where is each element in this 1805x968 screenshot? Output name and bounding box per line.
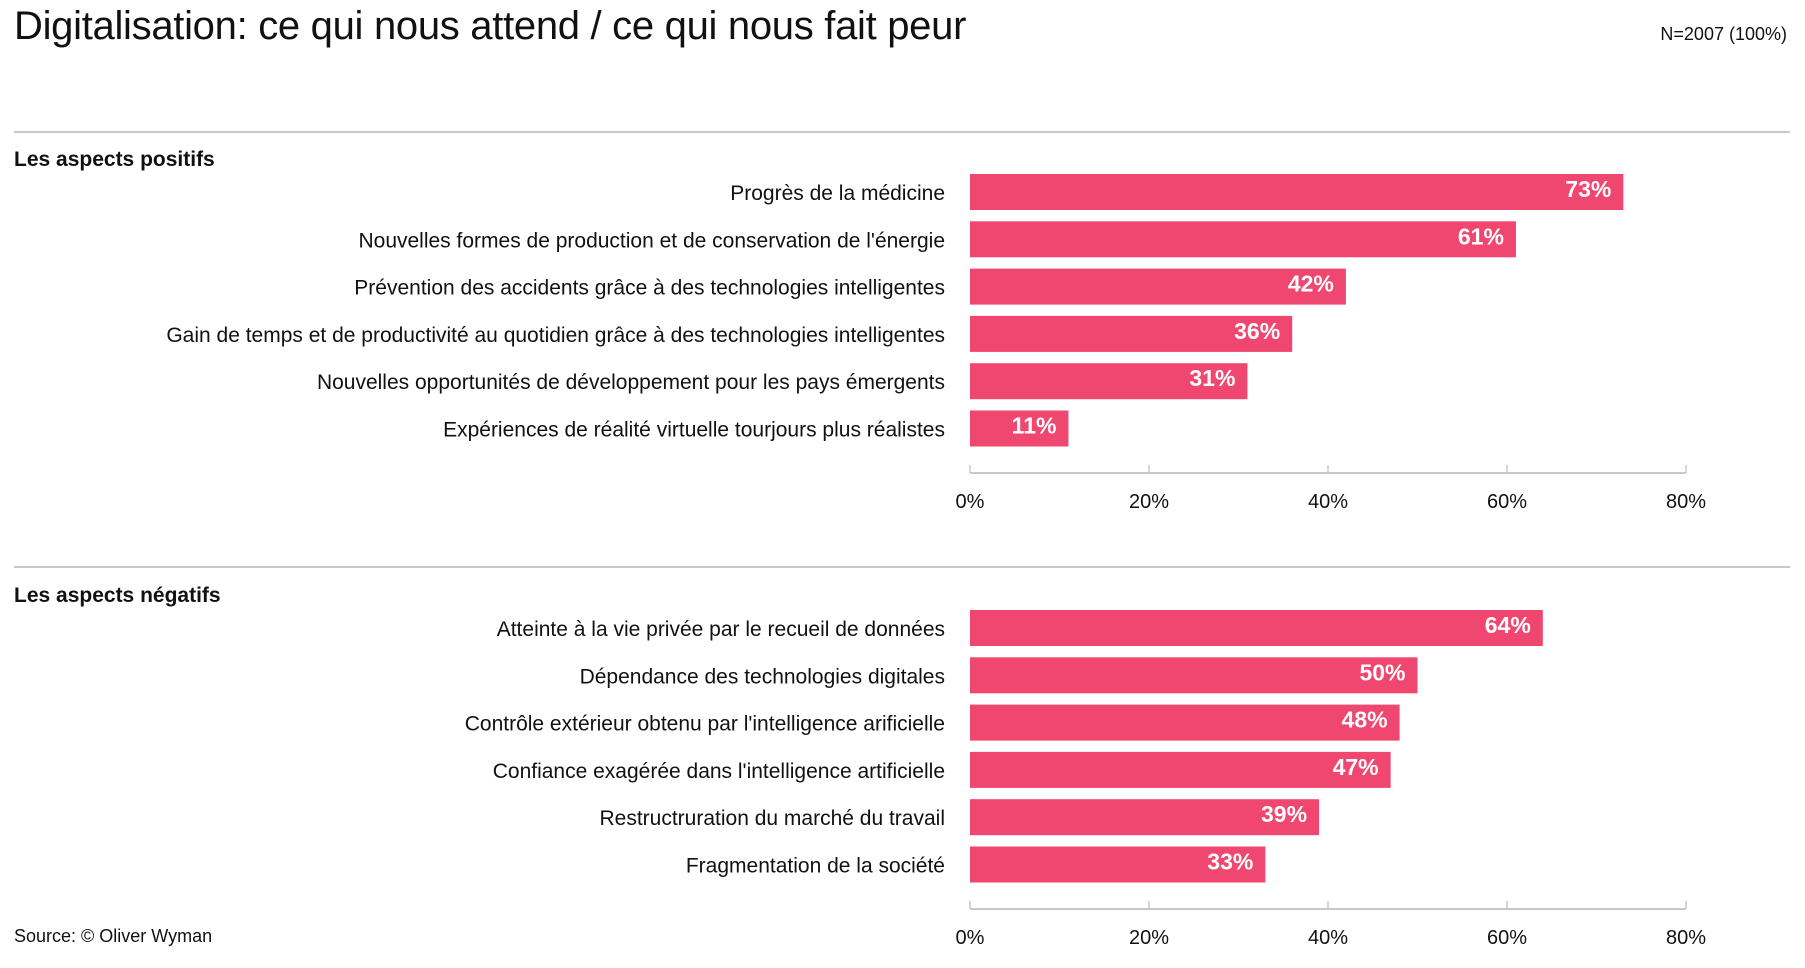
value-label: 11% (1012, 413, 1057, 439)
bar (970, 846, 1266, 883)
category-label: Fragmentation de la société (686, 855, 945, 878)
value-label: 64% (1485, 612, 1531, 638)
bar (970, 363, 1248, 400)
value-label: 48% (1342, 707, 1388, 733)
tick-label: 0% (956, 491, 985, 513)
category-label: Restructruration du marché du travail (600, 807, 946, 830)
sample-size: N=2007 (100%) (1660, 24, 1787, 44)
bar (970, 268, 1346, 305)
value-label: 42% (1288, 271, 1334, 297)
value-label: 47% (1333, 754, 1379, 780)
bar (970, 410, 1069, 447)
divider (14, 131, 1790, 133)
value-label: 33% (1207, 849, 1253, 875)
tick-label: 80% (1666, 491, 1706, 513)
source-note: Source: © Oliver Wyman (14, 926, 213, 946)
bar (970, 799, 1320, 836)
bar (970, 751, 1391, 788)
category-label: Progrès de la médicine (730, 182, 945, 205)
divider (14, 566, 1790, 568)
bar (970, 221, 1516, 258)
tick-label: 80% (1666, 927, 1706, 949)
section-title-positive: Les aspects positifs (14, 148, 215, 171)
value-label: 73% (1565, 176, 1611, 202)
bar (970, 704, 1400, 741)
bar (970, 174, 1624, 210)
category-label: Nouvelles formes de production et de con… (358, 229, 945, 252)
bar (970, 610, 1543, 646)
category-label: Dépendance des technologies digitales (580, 665, 945, 688)
tick-label: 0% (956, 927, 985, 949)
category-label: Prévention des accidents grâce à des tec… (354, 277, 945, 300)
tick-label: 60% (1487, 927, 1527, 949)
chart-title: Digitalisation: ce qui nous attend / ce … (14, 4, 967, 48)
category-label: Contrôle extérieur obtenu par l'intellig… (465, 713, 945, 736)
value-label: 61% (1458, 223, 1504, 249)
tick-label: 20% (1129, 491, 1169, 513)
value-label: 31% (1189, 365, 1235, 391)
category-label: Gain de temps et de productivité au quot… (166, 324, 945, 347)
category-label: Expériences de réalité virtuelle tourjou… (443, 419, 945, 442)
value-label: 50% (1359, 659, 1405, 685)
section-title-negative: Les aspects négatifs (14, 584, 221, 607)
bar (970, 657, 1418, 694)
tick-label: 60% (1487, 491, 1527, 513)
value-label: 39% (1261, 801, 1307, 827)
tick-label: 40% (1308, 491, 1348, 513)
category-label: Nouvelles opportunités de développement … (317, 371, 945, 394)
bar (970, 315, 1293, 352)
category-label: Confiance exagérée dans l'intelligence a… (493, 760, 945, 783)
tick-label: 20% (1129, 927, 1169, 949)
tick-label: 40% (1308, 927, 1348, 949)
category-label: Atteinte à la vie privée par le recueil … (497, 618, 945, 641)
value-label: 36% (1234, 318, 1280, 344)
